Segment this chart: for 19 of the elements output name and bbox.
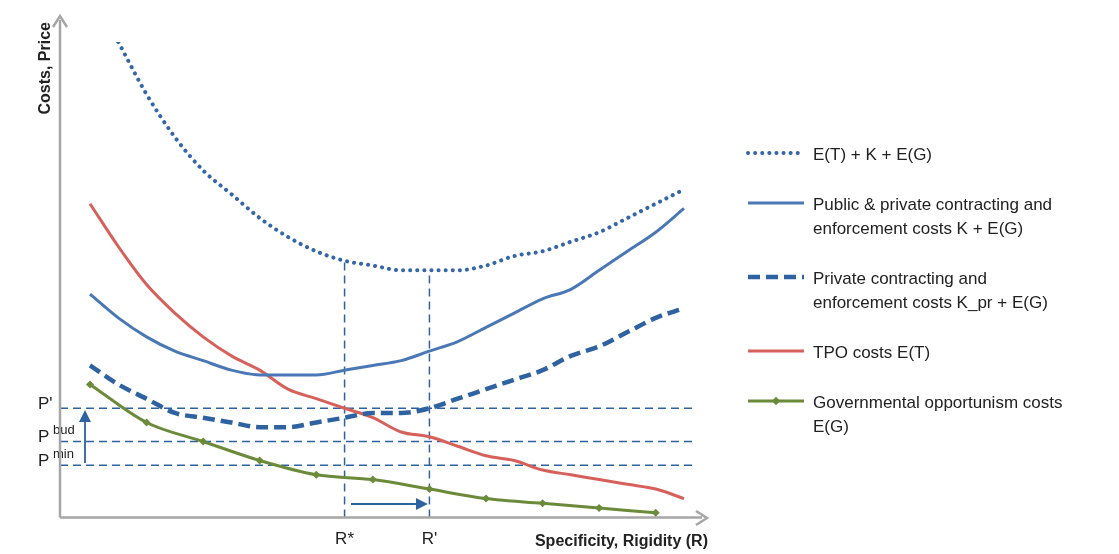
x-axis-title: Specificity, Rigidity (R) [534,532,708,549]
legend-label: TPO costs E(T) [813,342,932,364]
x-tick-label: R' [421,529,438,549]
legend-label: E(T) + K + E(G) [813,144,934,166]
legend-label: Private contracting and enforcement costs K_pr + E(G) [813,268,1049,314]
legend-label: Public & private contracting and enforcement costs K + E(G) [813,194,1054,240]
point [482,494,490,503]
point [86,380,94,389]
point [538,499,547,508]
x-tick-label: R* [335,529,355,549]
point [142,418,151,427]
y-axis-title: Costs, Price [36,21,54,115]
point [255,456,264,465]
point [368,475,377,484]
point [425,485,434,494]
legend-label: Governmental opportunism costs E(G) [813,392,1064,438]
ref-line-label: P' [38,393,53,413]
point [199,437,208,446]
point [312,470,321,479]
